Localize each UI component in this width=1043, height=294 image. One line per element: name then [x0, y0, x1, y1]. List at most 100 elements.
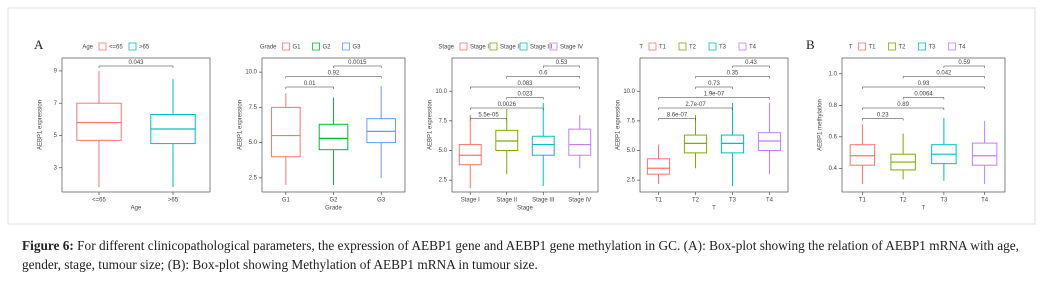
legend-key [519, 42, 528, 51]
y-axis-label: AEBP1 expression [428, 100, 434, 150]
comparison-bracket [543, 65, 580, 68]
y-tick-label: 10.0 [435, 89, 447, 95]
legend-title: Grade [260, 45, 277, 51]
box [76, 102, 122, 141]
x-tick-label: Stage III [532, 198, 555, 204]
legend-label: G2 [323, 45, 332, 51]
p-value: 0.53 [556, 60, 568, 66]
x-tick-label: <=65 [92, 198, 106, 204]
comparison-bracket [943, 65, 985, 68]
legend-label: >65 [139, 45, 150, 51]
box [318, 123, 349, 151]
x-tick-label: T2 [692, 198, 700, 204]
legend-key [678, 42, 687, 51]
x-axis-label: Stage [517, 206, 533, 212]
p-value: 0.23 [877, 113, 889, 119]
p-value: 0.73 [708, 81, 720, 87]
p-value: 0.083 [517, 81, 533, 87]
comparison-bracket [285, 86, 334, 89]
legend-label: Stage IV [560, 45, 583, 51]
y-tick-label: 5.0 [249, 140, 258, 146]
p-value: 0.6 [539, 71, 548, 77]
legend-key [489, 42, 498, 51]
legend-label: G1 [293, 45, 302, 51]
legend-key [98, 42, 107, 51]
comparison-bracket [695, 86, 733, 89]
legend-key [459, 42, 468, 51]
box [271, 106, 301, 158]
legend-key [312, 42, 320, 51]
x-tick-label: G2 [329, 198, 338, 204]
box [568, 128, 592, 156]
legend-title: Age [82, 45, 93, 51]
y-tick-label: 10.0 [245, 70, 257, 76]
legend-key [648, 42, 657, 51]
comparison-bracket [333, 65, 382, 68]
comparison-bracket [658, 107, 733, 110]
x-tick-label: Stage II [496, 198, 517, 204]
comparison-bracket [658, 118, 696, 121]
x-tick-label: T3 [940, 198, 948, 204]
charts: A B 3 5 7 9 Age <=65 <=65 >65 >65 0.043 Age AEBP1 e… [7, 7, 1036, 225]
p-value: 0.0015 [348, 60, 367, 66]
legend-key [888, 42, 896, 51]
x-tick-label: Stage I [461, 198, 480, 204]
y-tick-label: 2.5 [627, 178, 636, 184]
x-axis-label: Age [131, 206, 142, 212]
p-value: 0.0064 [914, 92, 933, 98]
plot-area [61, 57, 211, 193]
x-tick-label: Stage IV [568, 198, 591, 204]
p-value: 0.01 [304, 81, 316, 87]
legend-label: G3 [353, 45, 362, 51]
legend-title: T [849, 45, 853, 51]
x-tick-label: >65 [168, 198, 179, 204]
legend-key [738, 42, 747, 51]
x-tick-label: G1 [282, 198, 291, 204]
legend-label: T2 [899, 45, 907, 51]
legend-label: T3 [929, 45, 937, 51]
comparison-bracket [658, 97, 770, 100]
y-tick-label: 7 [54, 101, 58, 107]
legend-key [282, 42, 290, 51]
y-tick-label: 7.5 [439, 118, 448, 124]
x-axis-label: T [922, 206, 926, 212]
frame [7, 7, 1036, 225]
y-tick-label: 2.5 [439, 178, 448, 184]
p-value: 2.7e-07 [685, 102, 706, 108]
y-tick-label: 7.5 [249, 105, 258, 111]
legend-label: Stage I [470, 45, 489, 51]
caption-text: For different clinicopathological parame… [22, 238, 1019, 272]
y-tick-label: 3 [54, 165, 58, 171]
comparison-bracket [862, 107, 945, 110]
y-tick-label: 7.5 [627, 118, 636, 124]
p-value: 0.042 [936, 71, 952, 77]
p-value: 0.43 [745, 60, 757, 66]
y-tick-label: 0.6 [829, 134, 838, 140]
y-axis-label: AEBP1 methylation [818, 99, 824, 151]
y-tick-label: 0.8 [829, 103, 838, 109]
y-tick-label: 5.0 [439, 148, 448, 154]
box [849, 144, 876, 166]
plot-area [639, 57, 789, 193]
comparison-bracket [695, 76, 770, 79]
p-value: 0.93 [918, 81, 930, 87]
x-axis-label: T [712, 206, 716, 212]
x-tick-label: T2 [900, 198, 908, 204]
p-value: 0.043 [128, 60, 144, 66]
p-value: 0.0026 [498, 102, 517, 108]
legend-label: T4 [749, 45, 757, 51]
x-tick-label: T1 [859, 198, 867, 204]
legend-label: T3 [719, 45, 727, 51]
y-tick-label: 9 [54, 68, 58, 74]
comparison-bracket [902, 76, 985, 79]
p-value: 0.023 [517, 92, 533, 98]
box [971, 142, 998, 166]
legend-label: T1 [659, 45, 667, 51]
box [646, 158, 671, 175]
x-tick-label: G3 [377, 198, 386, 204]
legend-key [342, 42, 350, 51]
plot-area [451, 57, 599, 193]
comparison-bracket [902, 97, 945, 100]
comparison-bracket [506, 97, 544, 100]
caption-label: Figure 6: [22, 238, 74, 253]
